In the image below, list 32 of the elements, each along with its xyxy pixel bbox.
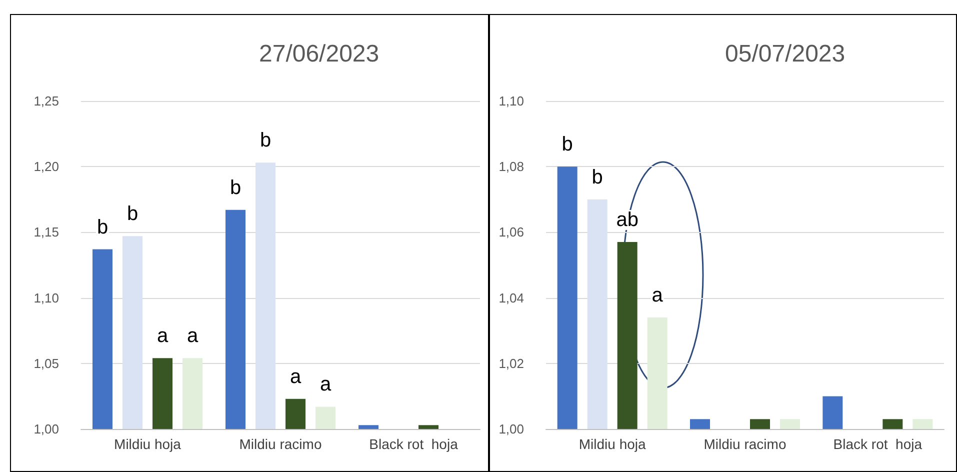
y-tick-label: 1,04 [498, 290, 524, 306]
y-tick-label: 1,25 [34, 94, 59, 108]
data-label: a [652, 284, 664, 306]
y-tick-label: 1,06 [498, 224, 524, 240]
y-tick-label: 1,00 [34, 422, 59, 436]
x-tick-label: Mildiu hoja [578, 436, 646, 452]
y-tick-label: 1,02 [498, 356, 524, 371]
data-label: b [260, 130, 272, 152]
y-tick-label: 1,15 [34, 224, 59, 240]
x-tick-label: Mildiu racimo [704, 436, 786, 452]
x-tick-label: Mildiu racimo [239, 436, 322, 452]
y-tick-label: 1,10 [498, 94, 524, 108]
chart-title: 27/06/2023 [259, 40, 380, 68]
data-label: a [156, 325, 169, 348]
data-label: b [592, 166, 603, 188]
data-label: b [230, 176, 242, 199]
x-tick-label: Black rot hoja [833, 436, 922, 452]
x-tick-label: Mildiu hoja [114, 436, 182, 452]
data-label: ab [616, 209, 638, 232]
data-label: a [290, 366, 302, 388]
data-label: b [126, 203, 138, 226]
data-label: a [186, 325, 199, 348]
x-tick-label: Black rot hoja [369, 436, 458, 452]
data-label: a [320, 374, 332, 396]
data-label: b [562, 134, 573, 156]
y-tick-label: 1,08 [498, 159, 524, 174]
y-tick-label: 1,05 [34, 356, 59, 371]
y-tick-label: 1,10 [34, 290, 59, 306]
y-tick-label: 1,20 [34, 159, 59, 174]
chart-title: 05/07/2023 [725, 40, 846, 68]
data-label: b [96, 216, 108, 238]
y-tick-label: 1,00 [498, 422, 524, 436]
